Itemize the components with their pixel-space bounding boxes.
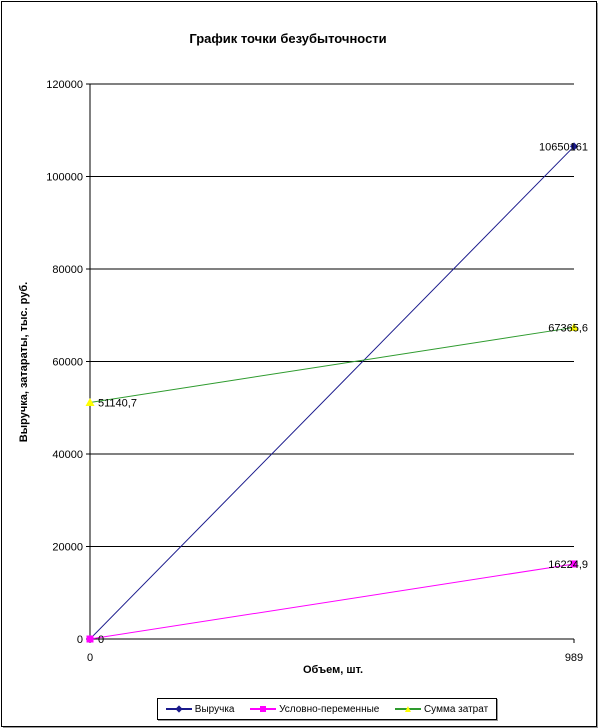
legend-marker: [175, 705, 183, 713]
series-line-0: [89, 146, 575, 640]
y-tick-label: 20000: [52, 542, 83, 554]
y-tick-label: 80000: [52, 264, 83, 276]
y-tick-label: 120000: [46, 79, 83, 91]
series-line-2: [89, 326, 575, 403]
legend-label: Условно-переменные: [279, 703, 380, 715]
series-point-2: [569, 322, 579, 331]
legend-label: Сумма затрат: [423, 703, 489, 715]
legend-swatch: [394, 704, 421, 714]
y-tick-label: 60000: [52, 357, 83, 369]
legend-item: Выручка: [165, 703, 235, 715]
legend-swatch: [165, 704, 192, 714]
data-label: 16224,9: [548, 559, 588, 571]
series-point-2: [85, 397, 95, 406]
series-point-1: [86, 635, 94, 643]
data-label: 67365,6: [548, 322, 588, 334]
data-labels: 10650161 0 16224,9 51140,7 67365,6: [98, 141, 588, 646]
legend: Выручка Условно-переменные Сумма затрат: [157, 698, 497, 720]
gridlines: [90, 83, 574, 547]
data-label: 51140,7: [98, 397, 137, 409]
y-axis-title: Выручка, затараты, тыс. руб.: [18, 282, 30, 442]
series-point-1: [570, 560, 578, 568]
series-point-0: [570, 142, 578, 151]
legend-item: Сумма затрат: [394, 703, 489, 715]
legend-marker: [260, 706, 267, 712]
data-label: 0: [98, 634, 104, 646]
chart-title: График точки безубыточности: [189, 31, 387, 46]
y-tick-label: 100000: [46, 172, 83, 184]
x-tick-label: 0: [87, 652, 93, 664]
y-tick-labels: 0 20000 40000 60000 80000 100000 120000: [46, 79, 83, 646]
y-tick-label: 0: [77, 634, 83, 646]
legend-marker: [404, 706, 411, 712]
legend-label: Выручка: [194, 703, 235, 715]
axes: [86, 83, 575, 643]
y-tick-label: 40000: [52, 449, 83, 461]
data-label: 10650161: [539, 141, 588, 153]
x-tick-labels: 0 989: [87, 652, 583, 664]
series-markers: [85, 142, 579, 643]
x-axis-title: Объем, шт.: [303, 664, 363, 676]
series-lines: [89, 146, 575, 640]
series-line-1: [89, 563, 575, 640]
legend-item: Условно-переменные: [250, 704, 379, 715]
x-tick-label: 989: [565, 652, 583, 664]
legend-swatch: [250, 704, 277, 714]
